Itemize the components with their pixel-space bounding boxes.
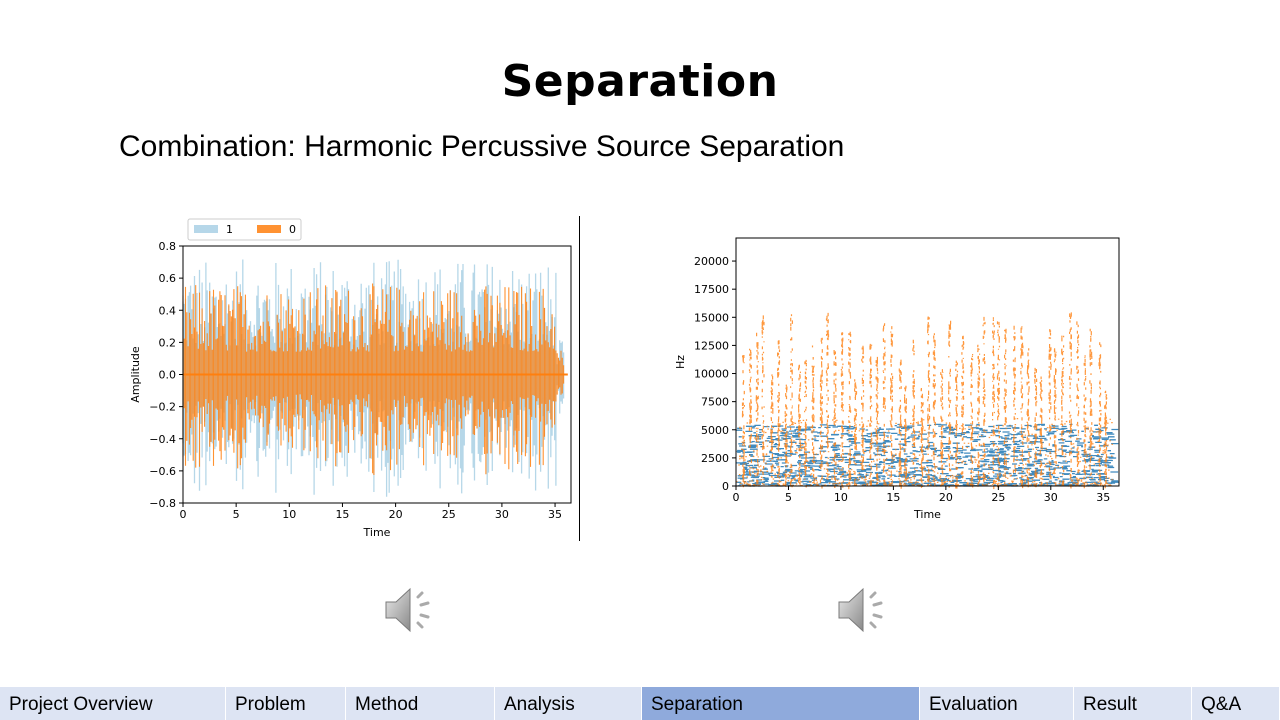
spectrogram-x-tick-label: 15 bbox=[886, 491, 900, 504]
waveform-y-tick-label: 0.4 bbox=[159, 304, 177, 317]
waveform-y-tick-label: −0.8 bbox=[149, 497, 176, 510]
nav-item-qa[interactable]: Q&A bbox=[1192, 687, 1280, 720]
spectrogram-x-tick-label: 20 bbox=[939, 491, 953, 504]
waveform-y-tick-label: 0.0 bbox=[159, 369, 177, 382]
waveform-x-tick-label: 0 bbox=[180, 508, 187, 521]
waveform-x-tick-label: 5 bbox=[233, 508, 240, 521]
spectrogram-y-tick-label: 20000 bbox=[694, 255, 729, 268]
nav-item-evaluation[interactable]: Evaluation bbox=[920, 687, 1074, 720]
spectrogram-x-axis-label: Time bbox=[913, 508, 941, 521]
chart-divider bbox=[579, 216, 580, 541]
speaker-icon bbox=[385, 587, 430, 633]
spectrogram-x-tick-label: 0 bbox=[733, 491, 740, 504]
spectrogram-x-tick-label: 10 bbox=[834, 491, 848, 504]
nav-item-method[interactable]: Method bbox=[346, 687, 495, 720]
waveform-x-tick-label: 30 bbox=[495, 508, 509, 521]
waveform-y-tick-label: −0.4 bbox=[149, 433, 176, 446]
audio-speaker-icon-left[interactable] bbox=[384, 585, 436, 635]
nav-item-analysis[interactable]: Analysis bbox=[495, 687, 642, 720]
spectrogram-y-tick-label: 7500 bbox=[701, 396, 729, 409]
section-nav-bar: Project Overview Problem Method Analysis… bbox=[0, 687, 1280, 720]
spectrogram-x-tick-label: 30 bbox=[1044, 491, 1058, 504]
spectrogram-series-percussive bbox=[736, 312, 1113, 490]
spectrogram-y-tick-label: 15000 bbox=[694, 311, 729, 324]
waveform-x-axis-label: Time bbox=[363, 526, 391, 539]
waveform-x-tick-label: 15 bbox=[335, 508, 349, 521]
spectrogram-y-axis-label: Hz bbox=[674, 355, 687, 369]
waveform-y-tick-label: −0.2 bbox=[149, 401, 176, 414]
spectrogram-y-tick-label: 2500 bbox=[701, 452, 729, 465]
spectrogram-chart: 0 5 10 15 20 25 30 35 0 2500 5000 7500 10000 12500 150… bbox=[674, 237, 1120, 521]
spectrogram-x-tick-label: 5 bbox=[785, 491, 792, 504]
waveform-y-axis-label: Amplitude bbox=[129, 346, 142, 403]
waveform-x-tick-label: 20 bbox=[389, 508, 403, 521]
waveform-legend-label-1: 1 bbox=[226, 223, 233, 236]
nav-item-result[interactable]: Result bbox=[1074, 687, 1192, 720]
audio-speaker-icon-right[interactable] bbox=[837, 585, 889, 635]
spectrogram-y-tick-label: 10000 bbox=[694, 368, 729, 381]
slide-title: Separation bbox=[501, 56, 779, 107]
waveform-y-tick-label: 0.8 bbox=[159, 240, 177, 253]
waveform-x-tick-label: 35 bbox=[548, 508, 562, 521]
waveform-legend-box bbox=[187, 218, 302, 241]
nav-item-problem[interactable]: Problem bbox=[226, 687, 346, 720]
nav-item-separation[interactable]: Separation bbox=[642, 687, 920, 720]
waveform-x-tick-label: 25 bbox=[442, 508, 456, 521]
spectrogram-y-tick-label: 5000 bbox=[701, 424, 729, 437]
speaker-icon bbox=[838, 587, 883, 633]
waveform-legend-swatch-1 bbox=[194, 225, 218, 233]
waveform-y-tick-label: 0.6 bbox=[159, 272, 177, 285]
waveform-x-tick-label: 10 bbox=[282, 508, 296, 521]
waveform-y-tick-label: −0.6 bbox=[149, 465, 176, 478]
spectrogram-x-tick-label: 25 bbox=[991, 491, 1005, 504]
spectrogram-y-tick-label: 17500 bbox=[694, 283, 729, 296]
waveform-legend-label-0: 0 bbox=[289, 223, 296, 236]
spectrogram-y-tick-label: 0 bbox=[722, 480, 729, 493]
spectrogram-y-tick-label: 12500 bbox=[694, 339, 729, 352]
waveform-chart: 0 5 10 15 20 25 30 35−0.8−0.6−0.4−0.20.00.20.40… bbox=[129, 218, 572, 539]
nav-item-project-overview[interactable]: Project Overview bbox=[0, 687, 226, 720]
waveform-legend-swatch-0 bbox=[257, 225, 281, 233]
waveform-y-tick-label: 0.2 bbox=[159, 336, 177, 349]
spectrogram-x-tick-label: 35 bbox=[1096, 491, 1110, 504]
slide-subtitle: Combination: Harmonic Percussive Source … bbox=[119, 130, 845, 163]
spectrogram-plot-frame bbox=[735, 237, 1120, 487]
